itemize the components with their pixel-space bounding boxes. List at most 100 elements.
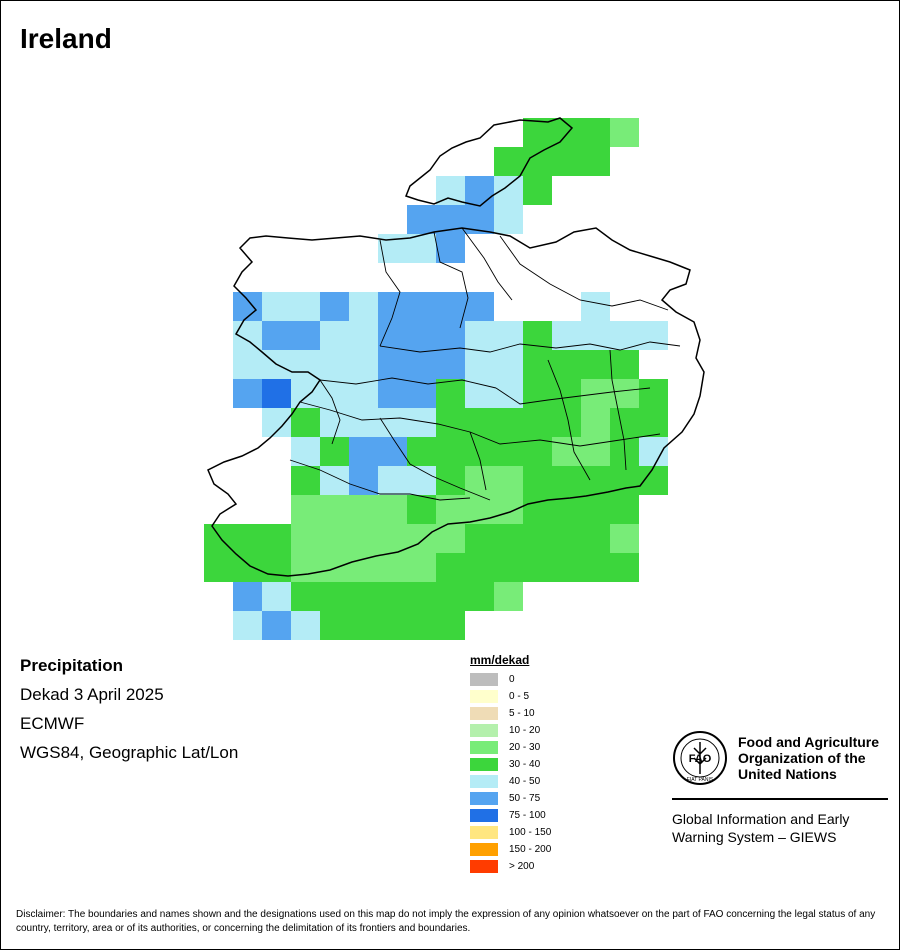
grid-cell <box>494 379 523 408</box>
legend-title: mm/dekad <box>470 653 530 667</box>
legend-label: 5 - 10 <box>509 708 535 719</box>
grid-cell <box>610 350 639 379</box>
fao-branding: FAO FIAT PANIS Food and Agriculture Orga… <box>672 730 888 846</box>
grid-cell <box>320 582 349 611</box>
grid-cell <box>436 379 465 408</box>
grid-cell <box>233 611 262 640</box>
grid-cell <box>465 582 494 611</box>
grid-cell <box>378 437 407 466</box>
grid-cell <box>378 524 407 553</box>
grid-cell <box>494 205 523 234</box>
grid-cell <box>465 379 494 408</box>
grid-cell <box>581 350 610 379</box>
legend-swatch <box>470 809 498 822</box>
legend-item: 0 <box>470 671 551 688</box>
legend-item: 150 - 200 <box>470 841 551 858</box>
grid-cell <box>581 553 610 582</box>
grid-cell <box>436 582 465 611</box>
grid-cell <box>407 553 436 582</box>
grid-cell <box>494 466 523 495</box>
grid-cell <box>262 321 291 350</box>
grid-cell <box>320 321 349 350</box>
grid-cell <box>407 437 436 466</box>
disclaimer: Disclaimer: The boundaries and names sho… <box>16 909 876 934</box>
legend-swatch <box>470 673 498 686</box>
grid-cell <box>581 408 610 437</box>
grid-cell <box>378 582 407 611</box>
grid-cell <box>436 408 465 437</box>
legend-swatch <box>470 724 498 737</box>
grid-cell <box>320 350 349 379</box>
grid-cell <box>552 466 581 495</box>
grid-cell <box>291 611 320 640</box>
legend: mm/dekad 0 0 - 5 5 - 10 10 - 20 20 - 30 30 - … <box>470 653 551 875</box>
grid-cell <box>552 437 581 466</box>
grid-cell <box>581 524 610 553</box>
grid-cell <box>349 611 378 640</box>
grid-cell <box>494 350 523 379</box>
legend-item: 30 - 40 <box>470 756 551 773</box>
grid-cell <box>291 582 320 611</box>
grid-cell <box>407 524 436 553</box>
grid-cell <box>494 495 523 524</box>
grid-cell <box>436 553 465 582</box>
grid-cell <box>610 408 639 437</box>
legend-item: 75 - 100 <box>470 807 551 824</box>
legend-swatch <box>470 826 498 839</box>
fao-divider <box>672 798 888 800</box>
giews-label: Global Information and Early Warning Sys… <box>672 811 850 845</box>
grid-cell <box>291 321 320 350</box>
grid-cell <box>320 553 349 582</box>
grid-cell <box>639 321 668 350</box>
grid-cell <box>407 350 436 379</box>
grid-cell <box>465 350 494 379</box>
grid-cell <box>581 118 610 147</box>
legend-swatch <box>470 758 498 771</box>
grid-cell <box>291 495 320 524</box>
grid-cell <box>349 437 378 466</box>
legend-swatch <box>470 690 498 703</box>
county-boundaries <box>289 227 681 501</box>
grid-cell <box>639 408 668 437</box>
grid-cell <box>407 234 436 263</box>
grid-cell <box>552 408 581 437</box>
grid-cell <box>465 408 494 437</box>
grid-cell <box>262 524 291 553</box>
grid-cell <box>204 553 233 582</box>
grid-cell <box>233 582 262 611</box>
legend-item: 5 - 10 <box>470 705 551 722</box>
grid-cell <box>262 582 291 611</box>
grid-cell <box>291 437 320 466</box>
grid-cell <box>349 495 378 524</box>
grid-cell <box>494 176 523 205</box>
legend-label: 100 - 150 <box>509 827 552 838</box>
grid-cell <box>494 524 523 553</box>
legend-item: 20 - 30 <box>470 739 551 756</box>
legend-items: 0 0 - 5 5 - 10 10 - 20 20 - 30 30 - 40 40 - 50… <box>470 671 551 875</box>
grid-cell <box>233 350 262 379</box>
grid-cell <box>494 147 523 176</box>
grid-cell <box>465 321 494 350</box>
grid-cell <box>436 234 465 263</box>
grid-cell <box>494 553 523 582</box>
grid-cell <box>291 408 320 437</box>
legend-item: 40 - 50 <box>470 773 551 790</box>
grid-cell <box>581 292 610 321</box>
grid-cell <box>581 495 610 524</box>
grid-cell <box>407 292 436 321</box>
grid-cell <box>349 292 378 321</box>
legend-label: 75 - 100 <box>509 810 546 821</box>
grid-cell <box>320 408 349 437</box>
grid-cell <box>349 321 378 350</box>
grid-cell <box>465 524 494 553</box>
grid-cell <box>320 524 349 553</box>
grid-cell <box>523 408 552 437</box>
grid-cell <box>465 466 494 495</box>
fao-logo-motto: FIAT PANIS <box>687 777 714 783</box>
grid-cell <box>581 147 610 176</box>
grid-cell <box>552 350 581 379</box>
grid-cell <box>610 321 639 350</box>
legend-label: 30 - 40 <box>509 759 541 770</box>
grid-cell <box>436 176 465 205</box>
projection-label: WGS84, Geographic Lat/Lon <box>20 743 239 762</box>
